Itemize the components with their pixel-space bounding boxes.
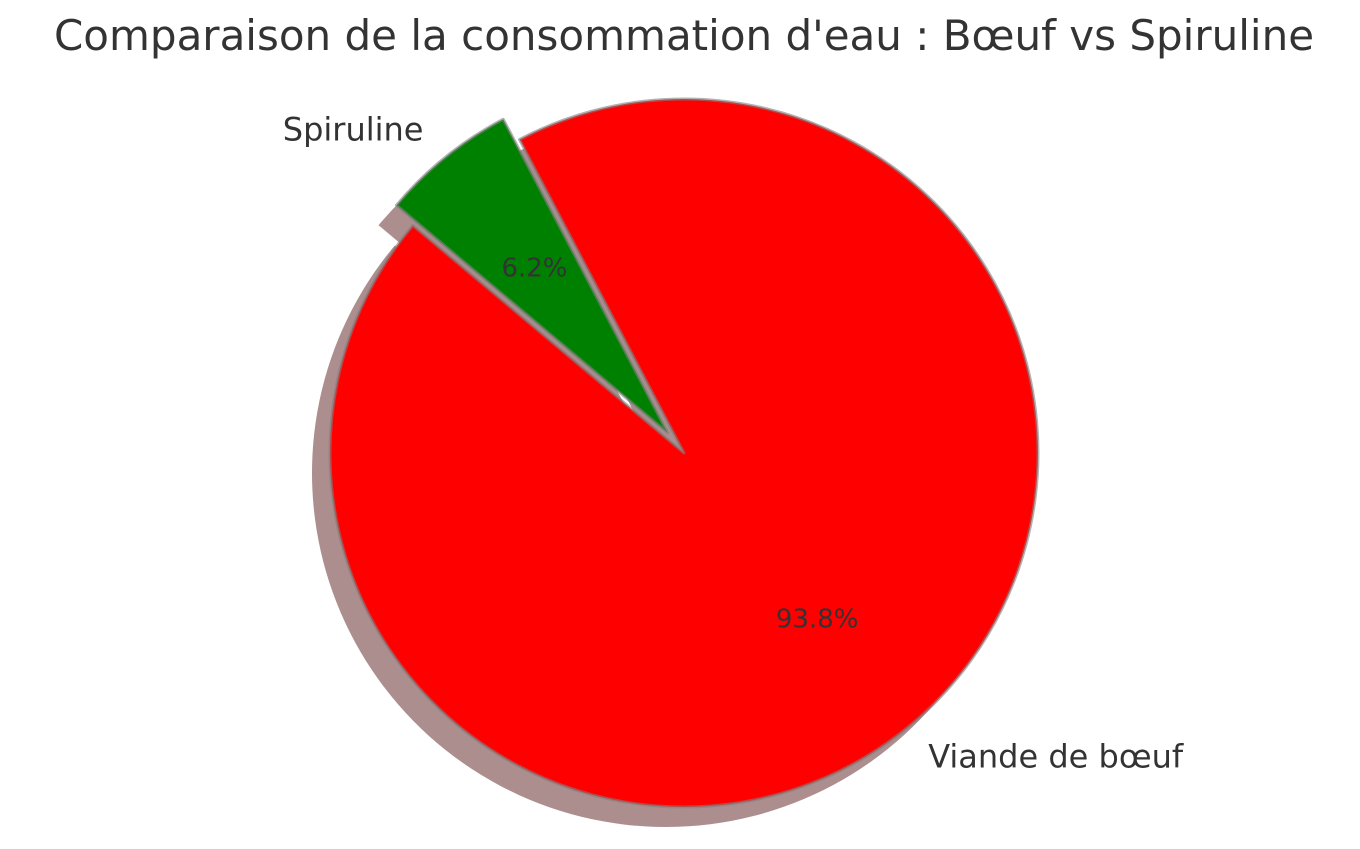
slice-label-viande-de-boeuf: Viande de bœuf — [928, 737, 1184, 775]
slice-percent-viande-de-boeuf: 93.8% — [776, 604, 859, 634]
pie-labels: Viande de bœuf 93.8% Spiruline 6.2% — [283, 110, 1184, 775]
slice-viande-de-boeuf — [328, 97, 1040, 809]
chart-title: Comparaison de la consommation d'eau : B… — [54, 11, 1314, 60]
slice-percent-spiruline: 6.2% — [501, 253, 567, 283]
slice-label-spiruline: Spiruline — [283, 110, 424, 148]
slice-spiruline — [395, 117, 670, 435]
pie-slices — [328, 97, 1040, 809]
